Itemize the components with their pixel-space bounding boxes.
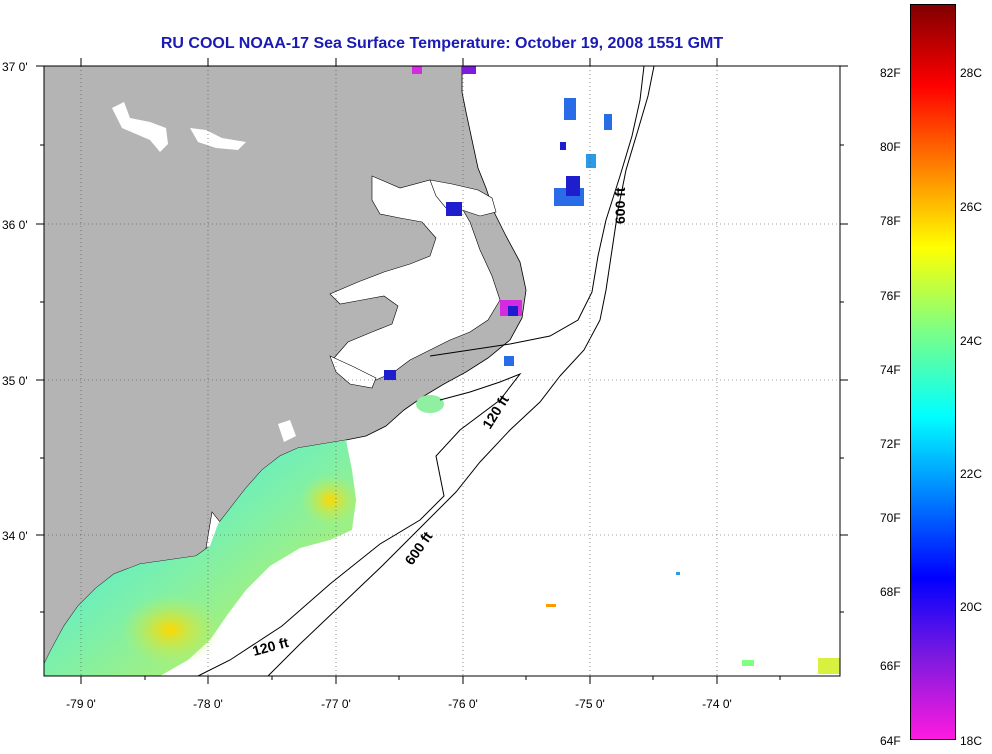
- map-title: RU COOL NOAA-17 Sea Surface Temperature:…: [160, 35, 724, 52]
- inland-lake: [112, 102, 168, 152]
- inland-lake-3: [278, 420, 296, 442]
- lon-label-74: -74 0': [702, 697, 732, 711]
- colorbar-f-76: 76F: [880, 289, 901, 303]
- colorbar-f-64: 64F: [880, 734, 901, 748]
- colorbar-c-28: 28C: [960, 66, 983, 80]
- colorbar-c-22: 22C: [960, 467, 983, 481]
- colorbar-f-80: 80F: [880, 140, 901, 154]
- colorbar-c-18: 18C: [960, 734, 983, 748]
- sst-warm-patch: [120, 594, 220, 666]
- lon-label-79: -79 0': [66, 697, 96, 711]
- colorbar-c-20: 20C: [960, 600, 983, 614]
- depth-label-600-north: 600 ft: [612, 187, 628, 224]
- map-frame: [43, 65, 841, 677]
- sst-patch-3: [416, 395, 444, 413]
- lon-label-75: -75 0': [575, 697, 605, 711]
- colorbar-c-24: 24C: [960, 334, 983, 348]
- colorbar-f-66: 66F: [880, 659, 901, 673]
- contour-600ft: [267, 66, 655, 676]
- lon-label-76: -76 0': [448, 697, 478, 711]
- inland-lake-2: [190, 128, 246, 150]
- sst-warm-patch-2: [300, 474, 360, 526]
- colorbar: [910, 4, 956, 740]
- pamlico-sound: [329, 175, 501, 381]
- lat-label-35: 35 0': [2, 374, 28, 388]
- lon-label-77: -77 0': [321, 697, 351, 711]
- colorbar-f-70: 70F: [880, 511, 901, 525]
- colorbar-f-74: 74F: [880, 363, 901, 377]
- colorbar-gradient: [910, 4, 956, 740]
- contour-120ft: [197, 66, 645, 676]
- sst-swath-south: [44, 440, 356, 676]
- lon-label-78: -78 0': [193, 697, 223, 711]
- colorbar-f-68: 68F: [880, 585, 901, 599]
- lat-label-37: 37 0': [2, 60, 28, 74]
- colorbar-f-78: 78F: [880, 214, 901, 228]
- axis-ticks: [36, 58, 848, 684]
- lat-label-36: 36 0': [2, 218, 28, 232]
- sst-cold-patches: [384, 66, 840, 674]
- colorbar-f-72: 72F: [880, 437, 901, 451]
- lat-lon-grid: [44, 66, 840, 676]
- lat-label-34: 34 0': [2, 529, 28, 543]
- colorbar-f-82: 82F: [880, 66, 901, 80]
- colorbar-c-26: 26C: [960, 200, 983, 214]
